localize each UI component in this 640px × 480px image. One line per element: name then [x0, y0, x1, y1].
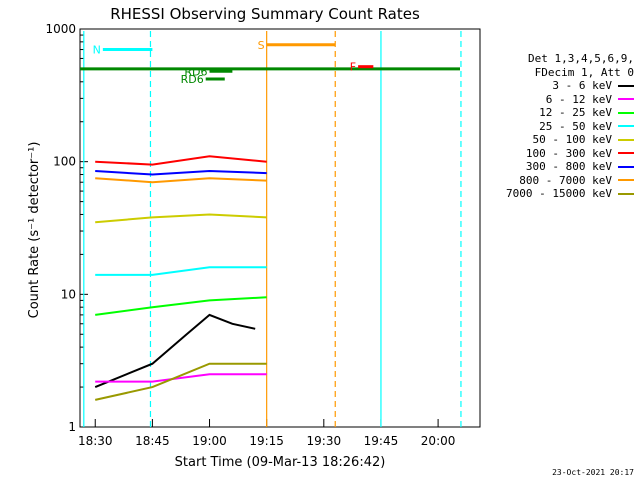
y-tick-label: 100: [53, 155, 76, 169]
legend-label: 100 - 300 keV: [525, 146, 612, 160]
legend-swatch: [618, 84, 634, 87]
x-tick-label: 18:30: [78, 434, 113, 448]
legend-swatch: [618, 138, 634, 141]
annotation-label: F: [350, 61, 356, 74]
legend-label: 6 - 12 keV: [545, 92, 612, 106]
x-axis-label: Start Time (09-Mar-13 18:26:42): [175, 455, 386, 470]
y-tick-label: 10: [61, 287, 76, 301]
event-markers: [80, 31, 462, 427]
legend-label: 50 - 100 keV: [532, 133, 612, 146]
legend-label: 12 - 25 keV: [539, 106, 612, 119]
legend-item: 7000 - 15000 keV: [506, 187, 634, 201]
legend-swatch: [618, 111, 634, 114]
x-tick-label: 20:00: [421, 434, 456, 448]
series-line: [95, 266, 267, 276]
legend-label: 800 - 7000 keV: [519, 173, 612, 187]
y-tick-label: 1: [68, 420, 76, 434]
legend-label: 3 - 6 keV: [552, 79, 612, 92]
series-line: [95, 373, 267, 383]
annotation-label: RD6: [181, 73, 204, 86]
legend-swatch: [618, 152, 634, 155]
legend-item: 6 - 12 keV: [506, 93, 634, 107]
x-tick-label: 19:00: [192, 434, 227, 448]
y-axis-label: Count Rate (s⁻¹ detector⁻¹): [27, 142, 42, 319]
x-axis: 18:30 18:45 19:00 19:15 19:30 19:45 20:00: [78, 419, 455, 448]
series-line: [95, 155, 267, 166]
legend-label: 7000 - 15000 keV: [506, 187, 612, 200]
legend-item: 50 - 100 keV: [506, 133, 634, 147]
series-line: [94, 362, 267, 401]
legend-label: 300 - 800 keV: [525, 160, 612, 173]
legend-item: 12 - 25 keV: [506, 106, 634, 120]
series-line: [95, 296, 267, 316]
legend-item: 300 - 800 keV: [506, 160, 634, 174]
annotation-label: RD6: [184, 65, 207, 78]
x-tick-label: 19:45: [364, 434, 399, 448]
y-tick-label: 1000: [45, 22, 76, 36]
x-tick-label: 19:15: [249, 434, 284, 448]
legend-header-line-2: FDecim 1, Att 0: [534, 65, 634, 79]
annotation-label: S: [258, 39, 265, 52]
legend-item: 100 - 300 keV: [506, 147, 634, 161]
x-tick-label: 19:30: [307, 434, 342, 448]
legend-swatch: [618, 179, 634, 182]
y-axis: 1 10 100 1000: [45, 22, 88, 434]
annotation-label: N: [93, 44, 101, 57]
legend-header-line-1: Det 1,3,4,5,6,9,: [528, 52, 634, 65]
legend-item: 25 - 50 keV: [506, 120, 634, 134]
legend-swatch: [618, 192, 634, 195]
series-line: [94, 313, 256, 389]
series-layer: [94, 155, 267, 401]
legend-item: 3 - 6 keV: [506, 79, 634, 93]
legend-swatch: [618, 98, 634, 101]
series-line: [95, 177, 267, 184]
chart-title: RHESSI Observing Summary Count Rates: [110, 5, 420, 23]
legend-swatch: [618, 165, 634, 168]
series-line: [95, 169, 267, 176]
x-tick-label: 18:45: [135, 434, 170, 448]
series-line: [95, 213, 267, 224]
legend: Det 1,3,4,5,6,9, FDecim 1, Att 0 3 - 6 k…: [506, 52, 634, 201]
plot-frame: [79, 28, 481, 428]
footer-date: 23-Oct-2021 20:17: [552, 468, 634, 477]
legend-swatch: [618, 125, 634, 128]
legend-label: 25 - 50 keV: [539, 119, 612, 133]
legend-item: 800 - 7000 keV: [506, 174, 634, 188]
